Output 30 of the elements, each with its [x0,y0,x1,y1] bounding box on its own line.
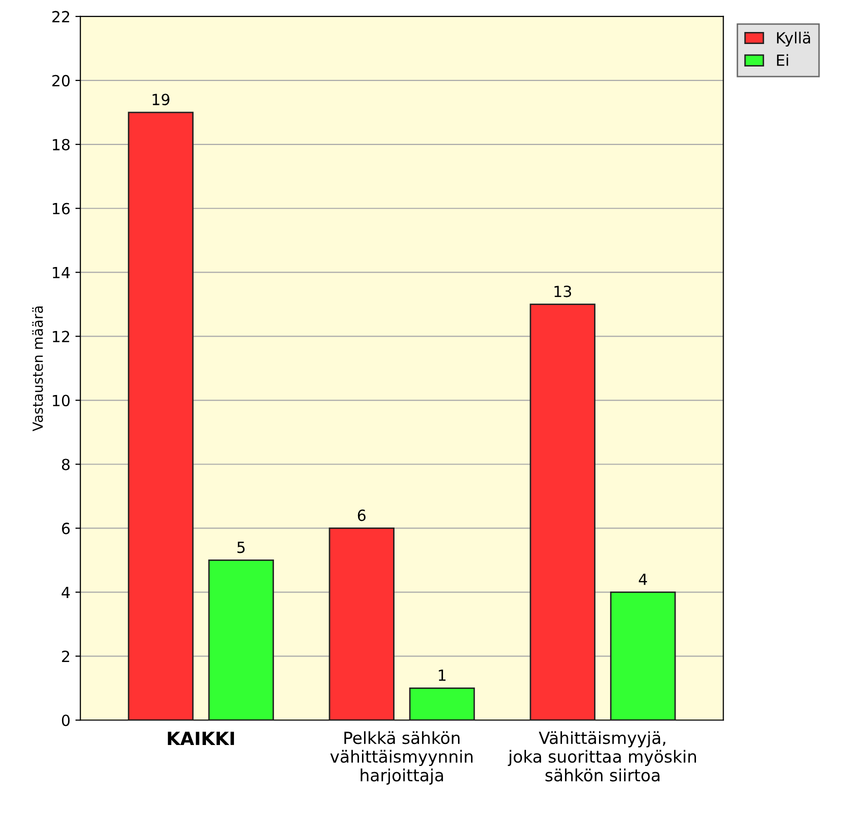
data-label: 19 [152,94,170,106]
legend-label: Kyllä [777,32,810,47]
y-tick-label: 18 [52,138,70,150]
legend-label: Ei [777,54,788,66]
y-tick-label: 10 [52,394,70,406]
bar [610,591,676,720]
data-label: 4 [638,574,647,585]
y-tick-label: 20 [52,74,70,86]
bar [328,528,395,720]
x-tick-label: Pelkkä sähkön vähittäismyynnin harjoittaja [330,731,473,785]
y-tick-label: 0 [62,714,70,726]
y-axis-title: Vastausten määrä [32,306,43,432]
data-label: 5 [237,542,245,554]
y-tick-label: 6 [62,522,70,534]
y-tick-label: 16 [52,202,70,214]
y-tick-label: 22 [52,10,70,22]
y-tick-label: 12 [52,330,70,342]
y-tick-label: 8 [62,458,70,470]
data-label: 6 [358,510,366,522]
x-tick-label: KAIKKI [168,732,234,745]
data-label: 1 [438,670,446,681]
bar [128,112,194,720]
y-tick-label: 4 [62,586,70,598]
y-tick-label: 2 [62,650,70,662]
bar [530,304,596,720]
bar [409,687,475,720]
bar [208,560,274,720]
data-label: 13 [554,286,572,298]
y-tick-label: 14 [52,267,70,278]
x-tick-label: Vähittäismyyjä, joka suorittaa myöskin sähkön siirtoa [508,731,696,782]
